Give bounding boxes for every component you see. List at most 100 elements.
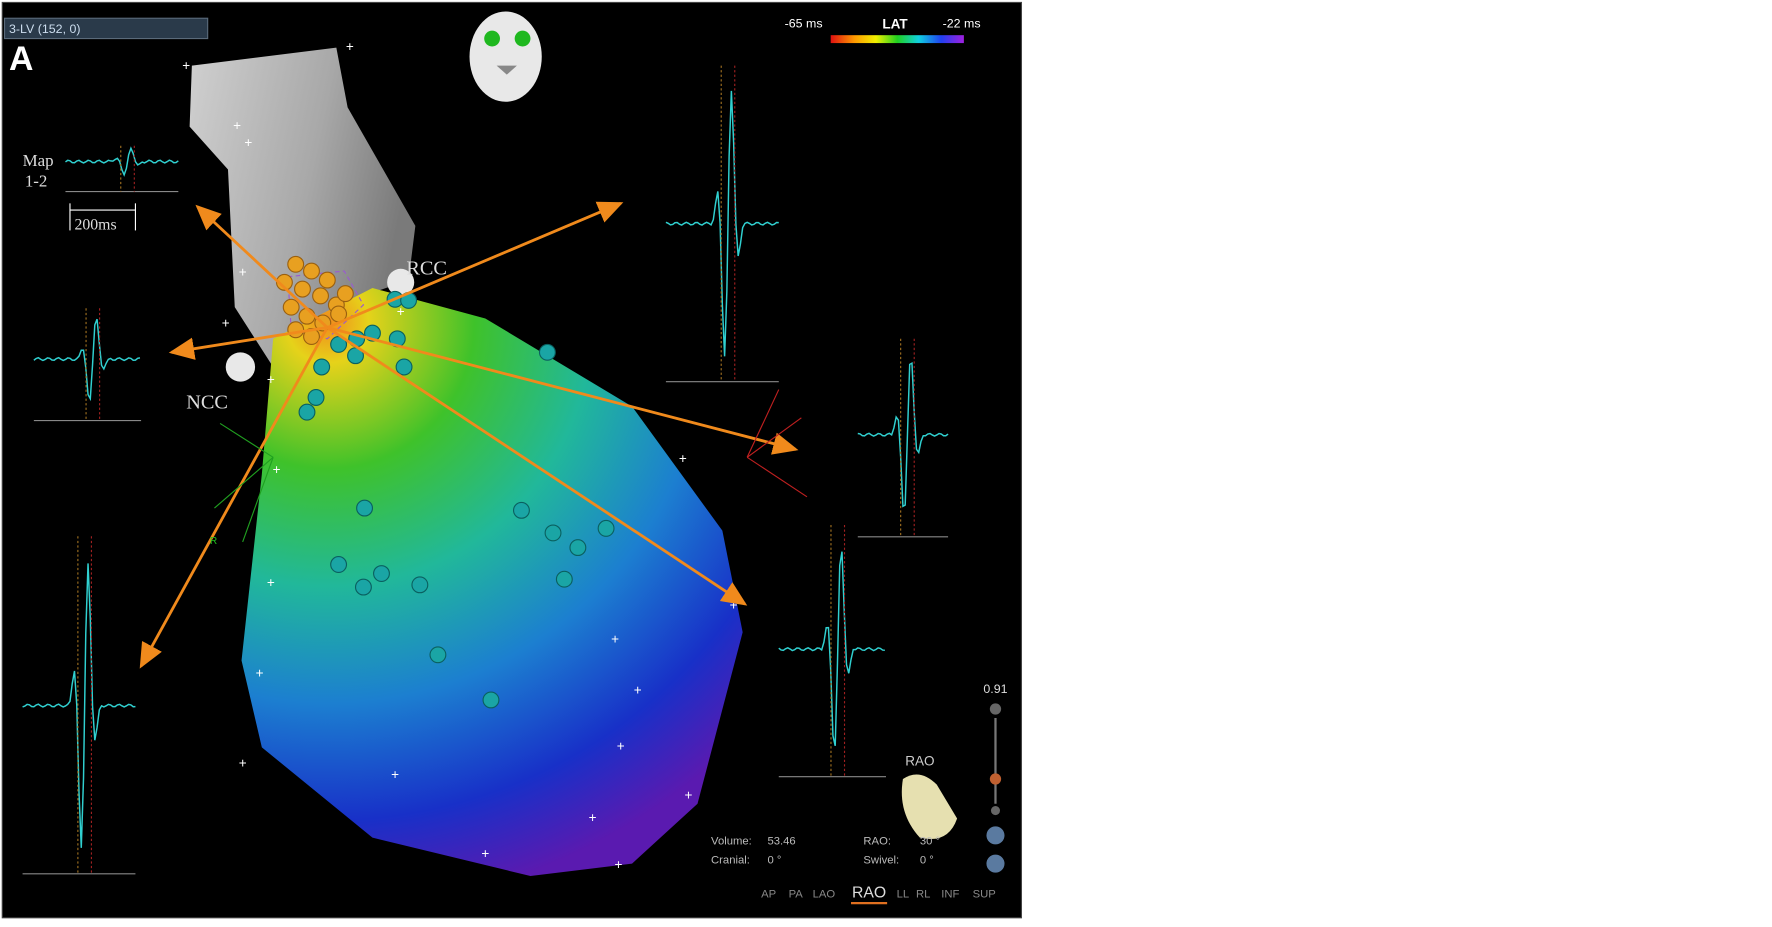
view-button[interactable]: LAO — [813, 888, 836, 900]
view-buttons: AP PA LAO RAO LL RL INF SUP — [761, 884, 996, 905]
view-button[interactable]: PA — [789, 888, 804, 900]
point — [313, 358, 331, 376]
annotation: NCC — [186, 392, 228, 414]
stat-label: Volume: — [711, 835, 752, 847]
stats: Volume: 53.46 RAO: 30 ° Cranial: 0 ° Swivel: 0 … — [711, 835, 940, 866]
plus-marker: + — [233, 118, 241, 133]
arrows — [139, 201, 799, 669]
point — [307, 389, 325, 406]
point — [512, 501, 530, 519]
annotation: RCC — [406, 257, 447, 279]
plus-marker: + — [244, 135, 252, 150]
point — [544, 524, 562, 542]
zoom-handle[interactable] — [989, 773, 1002, 785]
plus-marker: + — [256, 665, 264, 680]
point — [303, 262, 320, 280]
annotation: R — [210, 536, 217, 547]
panel-a: 3-LV (152, 0) A -65 ms LAT -22 ms ++++++… — [1, 1, 1023, 919]
plus-marker: + — [222, 315, 230, 330]
arrow — [168, 326, 328, 360]
arrow — [326, 201, 624, 329]
aorta-shell — [189, 47, 416, 367]
dropdown[interactable] — [3, 17, 209, 40]
zoom-out[interactable] — [990, 806, 1000, 816]
plus-marker: + — [267, 575, 275, 590]
rcc-marker — [387, 268, 415, 296]
point — [330, 556, 348, 573]
point — [569, 539, 587, 557]
view-button[interactable]: INF — [941, 888, 959, 900]
ecg-traces — [22, 65, 949, 875]
lat-title: LAT — [882, 16, 908, 31]
plus-marker: + — [391, 767, 399, 782]
plus-marker: + — [267, 372, 275, 387]
stat-label: Swivel: — [863, 855, 899, 867]
point — [287, 255, 305, 273]
stat-value: 30 ° — [920, 835, 940, 847]
ecg-trace — [65, 146, 179, 177]
zoom-value: 0.91 — [983, 682, 1007, 696]
point — [312, 287, 330, 305]
view-button[interactable]: LL — [897, 888, 910, 900]
stat-value: 53.46 — [767, 835, 795, 847]
point — [597, 519, 615, 537]
point — [356, 499, 374, 517]
ecg-trace — [33, 318, 141, 402]
icon-eye — [484, 30, 500, 47]
point — [354, 578, 372, 596]
plus-marker: + — [634, 682, 642, 697]
panel-label: A — [9, 40, 33, 78]
zoom-in[interactable] — [989, 703, 1002, 715]
point — [282, 298, 300, 316]
ablation-points: ++++++++++++++++++++++ — [182, 39, 737, 872]
lat-min: -65 ms — [785, 16, 823, 30]
ecg-trace — [857, 361, 949, 508]
plus-marker: + — [679, 451, 687, 466]
plus-marker: + — [481, 846, 489, 861]
plus-marker: + — [273, 462, 281, 477]
view-button[interactable]: SUP — [973, 888, 996, 900]
lat-max: -22 ms — [943, 16, 981, 30]
ecg-trace — [22, 563, 136, 848]
view-button[interactable]: RAO — [852, 884, 886, 901]
plus-marker: + — [346, 39, 354, 54]
nav-button[interactable] — [986, 826, 1005, 845]
nav-button[interactable] — [986, 854, 1005, 873]
ncc-marker — [225, 352, 256, 382]
ecg-trace — [665, 90, 779, 357]
point — [298, 307, 316, 325]
dropdown-text: 3-LV (152, 0) — [9, 22, 81, 36]
plus-marker: + — [239, 756, 247, 771]
view-button[interactable]: RL — [916, 888, 930, 900]
plus-marker: + — [611, 632, 619, 647]
point — [336, 285, 354, 303]
point — [275, 273, 293, 291]
orientation-icon — [469, 11, 542, 102]
point — [538, 343, 556, 361]
point — [294, 280, 311, 298]
plus-marker: + — [239, 265, 247, 280]
view-button[interactable]: AP — [761, 888, 776, 900]
point — [373, 565, 390, 583]
lv-map — [241, 287, 743, 877]
arrow — [326, 326, 748, 606]
stat-value: 0 ° — [767, 855, 781, 867]
point — [429, 646, 447, 664]
plus-marker: + — [182, 58, 190, 73]
plus-marker: + — [615, 857, 623, 872]
arrow — [139, 326, 329, 669]
roi-outline — [287, 270, 365, 340]
point — [298, 403, 316, 421]
stat-label: Cranial: — [711, 855, 750, 867]
catheter-glyph — [746, 389, 808, 498]
plus-marker: + — [589, 810, 597, 825]
point — [318, 271, 336, 289]
view-label: RAO — [905, 753, 934, 768]
catheter-glyph — [214, 422, 274, 543]
point — [482, 691, 500, 709]
point — [555, 570, 573, 588]
scale-bar-label: 200ms — [74, 216, 116, 233]
heart-thumbnail — [901, 774, 958, 840]
